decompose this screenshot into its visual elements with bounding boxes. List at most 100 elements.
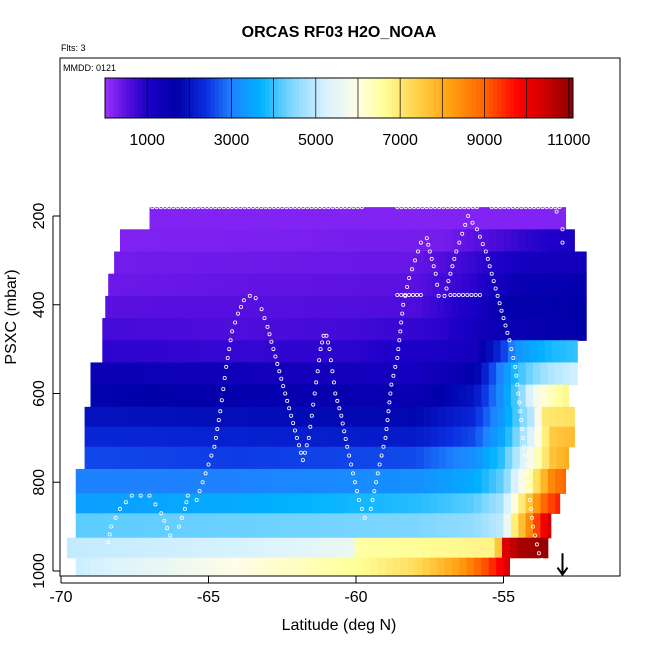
heatmap-cell: [462, 273, 471, 297]
heatmap-cell: [127, 384, 136, 408]
heatmap-cell: [392, 295, 401, 319]
track-point: [234, 205, 239, 210]
heatmap-cell: [547, 493, 556, 514]
heatmap-cell: [311, 493, 320, 514]
track-point: [409, 267, 414, 272]
heatmap-cell: [385, 229, 394, 253]
heatmap-cell: [146, 340, 155, 364]
track-point: [213, 435, 218, 440]
heatmap-cell: [139, 340, 148, 364]
track-point: [315, 369, 320, 374]
colorbar-swatch: [168, 78, 173, 118]
track-point: [515, 205, 520, 210]
heatmap-cell: [345, 318, 354, 341]
heatmap-cell: [348, 384, 357, 408]
heatmap-cell: [409, 446, 418, 470]
heatmap-cell: [370, 557, 379, 577]
heatmap-cell: [246, 251, 255, 275]
heatmap-cell: [252, 207, 261, 230]
heatmap-cell: [261, 426, 270, 448]
heatmap-cell: [481, 384, 490, 408]
heatmap-cell: [173, 446, 182, 470]
heatmap-cell: [305, 251, 314, 275]
heatmap-cell: [451, 557, 460, 577]
heatmap-cell: [491, 273, 500, 297]
track-point: [250, 205, 255, 210]
heatmap-cell: [297, 362, 305, 386]
heatmap-cell: [239, 251, 248, 275]
track-point: [301, 205, 306, 210]
heatmap-cell: [179, 207, 187, 230]
heatmap-cell: [320, 426, 329, 448]
heatmap-cell: [534, 446, 543, 470]
heatmap-cell: [386, 406, 395, 428]
heatmap-cell: [392, 557, 401, 577]
heatmap-cell: [474, 493, 482, 514]
heatmap-cell: [528, 273, 537, 297]
heatmap-cell: [156, 557, 165, 577]
track-point: [279, 376, 284, 381]
heatmap-cell: [297, 468, 305, 494]
track-point: [436, 293, 441, 298]
heatmap-cell: [450, 537, 459, 559]
heatmap-cell: [341, 557, 350, 577]
heatmap-cell: [220, 318, 229, 341]
track-point: [498, 205, 503, 210]
heatmap-cell: [397, 318, 406, 341]
heatmap-cell: [453, 426, 462, 448]
heatmap-cell: [475, 251, 484, 275]
heatmap-cell: [179, 493, 187, 514]
track-point: [487, 264, 492, 269]
track-point: [375, 471, 380, 476]
colorbar-swatch: [210, 78, 216, 118]
heatmap-cell: [89, 537, 97, 559]
heatmap-cell: [97, 557, 106, 577]
track-point: [183, 205, 188, 210]
heatmap-cell: [372, 426, 381, 448]
heatmap-cell: [562, 362, 571, 386]
heatmap-cell: [367, 318, 376, 341]
track-point: [267, 332, 272, 337]
x-axis: -70 -65 -60 -55: [49, 576, 515, 606]
heatmap-cell: [91, 406, 100, 428]
heatmap-cell: [422, 229, 431, 253]
heatmap-cell: [488, 468, 497, 494]
heatmap-cell: [162, 537, 171, 559]
track-point: [106, 540, 111, 545]
track-point: [118, 506, 123, 511]
heatmap-cell: [420, 537, 429, 559]
heatmap-cell: [186, 384, 195, 408]
track-point: [355, 205, 360, 210]
heatmap-cell: [289, 513, 298, 539]
heatmap-cell: [177, 537, 186, 559]
heatmap-cell: [176, 340, 185, 364]
track-point: [267, 205, 272, 210]
heatmap-cell: [431, 251, 440, 275]
heatmap-cell: [193, 513, 202, 539]
heatmap-cell: [407, 557, 416, 577]
heatmap-cell: [322, 273, 331, 297]
heatmap-cell: [128, 406, 137, 428]
heatmap-cell: [338, 318, 347, 341]
heatmap-cell: [171, 557, 180, 577]
heatmap-cell: [176, 318, 185, 341]
heatmap-cell: [127, 493, 136, 514]
track-point: [192, 205, 197, 210]
heatmap-cell: [304, 557, 313, 577]
heatmap-cell: [518, 362, 527, 386]
track-point: [221, 205, 226, 210]
heatmap-cell: [134, 295, 143, 319]
track-point: [227, 347, 232, 352]
track-point: [291, 421, 296, 426]
heatmap-cell: [394, 426, 403, 448]
heatmap-cell: [120, 229, 128, 253]
heatmap-cell: [142, 229, 151, 253]
heatmap-cell: [319, 493, 328, 514]
track-point: [483, 249, 488, 254]
heatmap-cell: [276, 406, 285, 428]
heatmap-cell: [261, 406, 270, 428]
heatmap-cell: [335, 426, 344, 448]
heatmap-cell: [105, 362, 114, 386]
